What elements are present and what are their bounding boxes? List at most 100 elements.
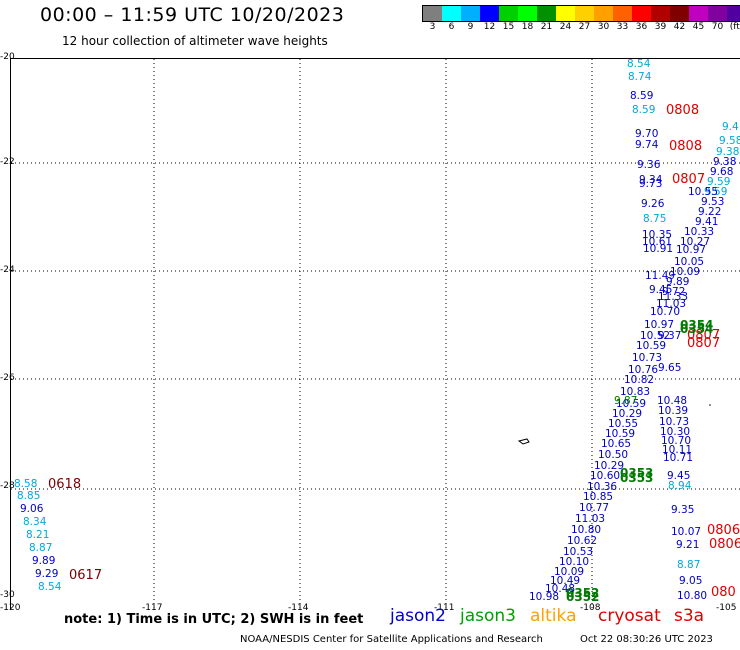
wave-value: 10.10 xyxy=(559,556,590,568)
time-label: 0808 xyxy=(669,139,703,154)
scale-swatch xyxy=(689,6,708,21)
wave-value: 9.73 xyxy=(639,178,663,190)
wave-value: 10.52 xyxy=(640,330,671,342)
wave-value: 10.98 xyxy=(529,591,560,603)
lon-label: -117 xyxy=(142,603,163,613)
wave-value: 9.21 xyxy=(676,539,700,551)
wave-value: 8.59 xyxy=(630,90,654,102)
wave-value: 9.06 xyxy=(20,503,44,515)
scale-swatch xyxy=(651,6,670,21)
wave-value: 9.38 xyxy=(713,156,737,168)
wave-value: 9.29 xyxy=(35,568,59,580)
wave-value: 10.73 xyxy=(659,416,690,428)
time-label: 0807 xyxy=(687,336,721,351)
legend-jason2: jason2 xyxy=(390,606,446,626)
scale-tick: 33 xyxy=(616,22,629,32)
scale-tick: 30 xyxy=(597,22,610,32)
wave-value: 10.48 xyxy=(657,395,688,407)
scale-tick: 9 xyxy=(467,22,474,32)
wave-value: 8.21 xyxy=(26,529,50,541)
lon-label: -111 xyxy=(434,603,455,613)
scale-swatch xyxy=(480,6,499,21)
time-label: 0806 xyxy=(707,523,740,538)
wave-value: 10.97 xyxy=(676,244,707,256)
scale-tick: 15 xyxy=(502,22,515,32)
wave-value: 9.37 xyxy=(658,330,682,342)
scale-tick: 6 xyxy=(448,22,455,32)
wave-value: 10.35 xyxy=(642,229,673,241)
wave-value: 9.53 xyxy=(701,196,725,208)
wave-value: 8.34 xyxy=(23,516,47,528)
legend-note: note: 1) Time is in UTC; 2) SWH is in fe… xyxy=(64,612,364,627)
scale-tick: 36 xyxy=(635,22,648,32)
wave-value: 10.09 xyxy=(670,266,701,278)
scale-tick: 27 xyxy=(578,22,591,32)
time-label: 0353 xyxy=(620,466,654,480)
wave-value: 9.38 xyxy=(716,146,740,158)
scale-swatch xyxy=(442,6,461,21)
scale-swatch xyxy=(556,6,575,21)
wave-value: 10.50 xyxy=(598,449,629,461)
scale-tick: 12 xyxy=(483,22,496,32)
scale-tick: 70 xyxy=(711,22,724,32)
wave-value: 8.75 xyxy=(643,213,667,225)
scale-tick: 21 xyxy=(540,22,553,32)
scale-tick: 3 xyxy=(429,22,436,32)
wave-value: 10.05 xyxy=(674,256,705,268)
grid-lines xyxy=(11,59,740,609)
scale-tick: (ft) xyxy=(729,22,740,32)
wave-value: 9.4 xyxy=(722,121,739,133)
wave-value: 10.65 xyxy=(601,438,632,450)
wave-value: 11.03 xyxy=(656,298,687,310)
lat-label: -26 xyxy=(0,373,15,383)
scale-tick: 18 xyxy=(521,22,534,32)
time-label: 0352 xyxy=(566,586,600,600)
wave-value: 9.89 xyxy=(32,555,56,567)
wave-value: 10.83 xyxy=(620,386,651,398)
time-label: 0354 xyxy=(680,318,714,332)
scale-swatch xyxy=(537,6,556,21)
wave-value: 10.71 xyxy=(663,452,694,464)
wave-value: 9.36 xyxy=(637,159,661,171)
wave-value: 11.03 xyxy=(575,513,606,525)
wave-value: 9.59 xyxy=(704,186,728,198)
lat-label: -20 xyxy=(0,52,15,62)
island-icon xyxy=(517,438,530,445)
wave-value: 10.55 xyxy=(608,418,639,430)
legend-jason3: jason3 xyxy=(460,606,516,626)
wave-value: 10.29 xyxy=(594,460,625,472)
wave-value: 10.39 xyxy=(658,405,689,417)
wave-value: 8.74 xyxy=(628,71,652,83)
wave-value: 10.59 xyxy=(636,340,667,352)
scale-swatch xyxy=(575,6,594,21)
wave-value: 10.55 xyxy=(688,186,719,198)
wave-value: 10.73 xyxy=(632,352,663,364)
wave-value: 8.87 xyxy=(677,559,701,571)
time-label: 0806 xyxy=(709,537,740,552)
wave-value: 10.77 xyxy=(579,502,610,514)
wave-value: 9.74 xyxy=(635,139,659,151)
scale-swatch xyxy=(670,6,689,21)
scale-tick: 39 xyxy=(654,22,667,32)
time-label: 0617 xyxy=(69,568,103,583)
lat-label: -24 xyxy=(0,265,15,275)
color-scale-bar xyxy=(422,5,740,22)
wave-value: 10.59 xyxy=(605,428,636,440)
wave-value: 10.48 xyxy=(545,583,576,595)
wave-value: 10.80 xyxy=(571,524,602,536)
legend-altika: altika xyxy=(530,606,577,626)
wave-value: 9.70 xyxy=(635,128,659,140)
wave-value: 9.68 xyxy=(710,166,734,178)
wave-value: 10.70 xyxy=(661,435,692,447)
wave-value: 10.80 xyxy=(677,590,708,602)
scale-swatch xyxy=(518,6,537,21)
wave-value: 11.49 xyxy=(645,270,676,282)
wave-value: 10.36 xyxy=(587,481,618,493)
wave-value: 10.82 xyxy=(624,374,655,386)
wave-value: 9.65 xyxy=(658,362,682,374)
wave-value: 10.62 xyxy=(567,535,598,547)
wave-value: 9.45 xyxy=(649,284,673,296)
credit-line: NOAA/NESDIS Center for Satellite Applica… xyxy=(240,634,543,645)
wave-value: 9.35 xyxy=(671,504,695,516)
lon-label: -108 xyxy=(580,603,601,613)
